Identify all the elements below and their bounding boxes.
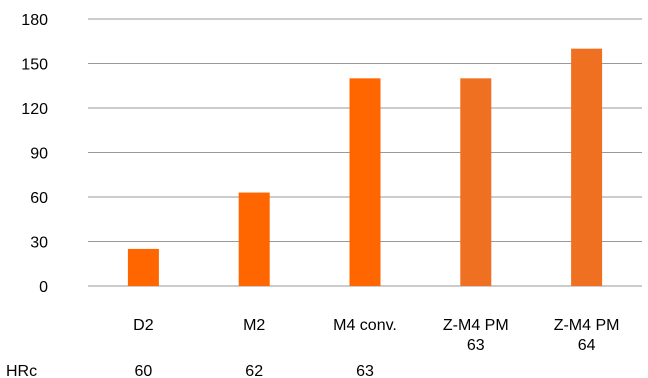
hrc-row-label: HRc [6,363,37,378]
y-tick-label-150: 150 [21,57,48,74]
bar-3 [349,78,381,286]
bar-5 [571,48,603,286]
x-category-label-2: M2 [243,317,265,334]
x-category-label-5-line-2: 64 [578,337,596,354]
hrc-value-3: 63 [356,363,374,378]
x-category-label-4-line-2: 63 [467,337,485,354]
y-tick-label-120: 120 [21,101,48,118]
bar-2 [238,192,270,286]
hrc-row: HRc 60 62 63 [6,363,374,378]
y-tick-label-180: 180 [21,12,48,29]
bars [127,48,603,286]
bar-4 [460,78,492,286]
y-tick-label-30: 30 [30,235,48,252]
x-category-label-4: Z-M4 PM [443,317,509,334]
x-category-label-5: Z-M4 PM [554,317,620,334]
y-axis-tick-labels: 0 30 60 90 120 150 180 [21,12,48,296]
x-axis-category-labels: D2 M2 M4 conv. Z-M4 PM 63 Z-M4 PM 64 [133,317,619,354]
hrc-value-2: 62 [245,363,263,378]
hrc-value-1: 60 [135,363,153,378]
y-tick-label-90: 90 [30,146,48,163]
y-tick-label-0: 0 [39,279,48,296]
x-category-label-1: D2 [133,317,154,334]
y-tick-label-60: 60 [30,190,48,207]
x-category-label-3: M4 conv. [333,317,397,334]
bar-1 [127,248,159,286]
